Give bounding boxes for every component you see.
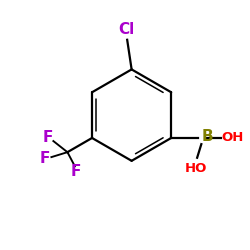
Text: F: F xyxy=(71,164,81,180)
Text: Cl: Cl xyxy=(118,22,134,37)
Text: HO: HO xyxy=(185,162,207,175)
Text: F: F xyxy=(42,130,53,145)
Text: F: F xyxy=(40,151,50,166)
Text: B: B xyxy=(201,129,213,144)
Text: OH: OH xyxy=(222,132,244,144)
